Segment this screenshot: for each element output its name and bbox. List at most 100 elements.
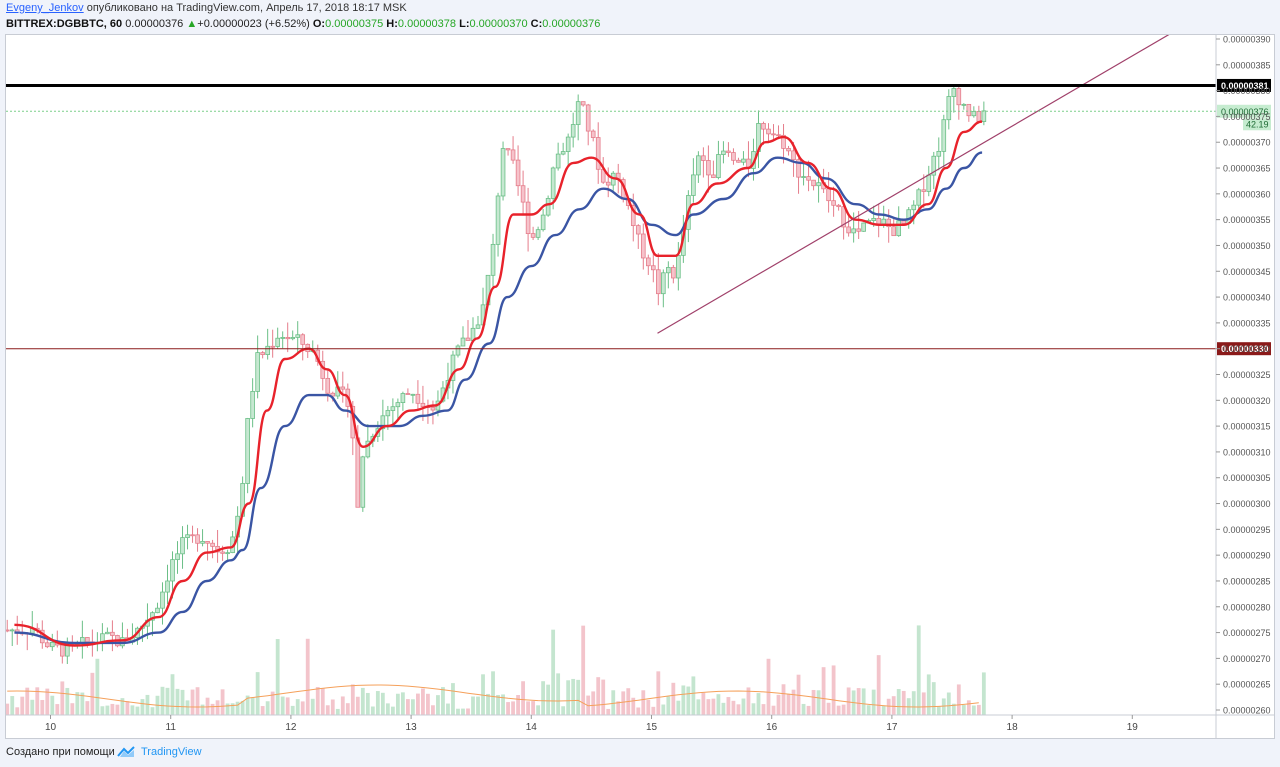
candle-body bbox=[270, 345, 275, 348]
volume-bar bbox=[811, 689, 816, 715]
candle-body bbox=[946, 96, 952, 121]
footer: Создано при помощи TradingView bbox=[0, 739, 1280, 767]
volume-bar bbox=[941, 698, 946, 715]
volume-histogram bbox=[5, 625, 986, 715]
volume-bar bbox=[501, 694, 505, 715]
volume-bar bbox=[260, 706, 265, 715]
candle-body bbox=[580, 101, 586, 106]
candle-body bbox=[245, 418, 250, 484]
candle-body bbox=[926, 174, 932, 192]
candle-body bbox=[285, 337, 290, 340]
ohlc-line: BITTREX:DGBBTC, 60 0.00000376 ▲+0.000000… bbox=[6, 18, 600, 30]
volume-bar bbox=[786, 693, 791, 715]
volume-bar bbox=[65, 687, 70, 715]
y-tick-label: 0.00000290 bbox=[1223, 551, 1271, 561]
volume-bar bbox=[390, 706, 395, 715]
candle-body bbox=[861, 222, 866, 232]
volume-bar bbox=[881, 705, 886, 715]
candle-body bbox=[676, 254, 681, 279]
volume-bar bbox=[711, 698, 716, 715]
volume-bar bbox=[476, 696, 480, 715]
volume-bar bbox=[801, 703, 806, 715]
volume-bar bbox=[661, 704, 666, 715]
candle-body bbox=[415, 393, 421, 404]
candle-body bbox=[365, 440, 371, 458]
candle-body bbox=[951, 88, 957, 97]
volume-bar bbox=[911, 691, 916, 715]
volume-bar bbox=[205, 697, 210, 715]
y-tick-label: 0.00000295 bbox=[1223, 525, 1271, 535]
volume-bar bbox=[60, 681, 65, 715]
candle-body bbox=[726, 150, 731, 153]
chart-area[interactable]: 0.00000381 0.00000376 42.19 0.00000330 0.00… bbox=[4, 6, 1275, 739]
candle-body bbox=[671, 267, 676, 279]
volume-bar bbox=[135, 706, 140, 715]
tradingview-logo-icon[interactable] bbox=[117, 744, 137, 758]
volume-bar bbox=[426, 693, 430, 715]
volume-bar bbox=[5, 703, 10, 715]
volume-bar bbox=[966, 700, 971, 715]
volume-bar bbox=[871, 689, 876, 715]
footer-brand-link[interactable]: TradingView bbox=[141, 746, 202, 758]
candle-body bbox=[105, 631, 110, 635]
volume-bar bbox=[90, 672, 95, 715]
volume-bar bbox=[866, 705, 871, 715]
candle-body bbox=[635, 225, 641, 235]
x-tick-label: 14 bbox=[526, 722, 538, 733]
last-price: 0.00000376 bbox=[125, 18, 184, 30]
candle-body bbox=[530, 233, 536, 238]
candle-body bbox=[210, 542, 215, 547]
volume-bar bbox=[856, 688, 861, 715]
volume-bar bbox=[75, 692, 80, 715]
volume-bar bbox=[115, 704, 120, 715]
volume-bar bbox=[10, 696, 15, 715]
volume-bar bbox=[741, 698, 746, 715]
candle-body bbox=[550, 167, 556, 199]
volume-bar bbox=[486, 693, 490, 715]
x-tick-label: 10 bbox=[45, 722, 57, 733]
volume-bar bbox=[646, 699, 651, 715]
volume-bar bbox=[891, 696, 896, 715]
symbol-label[interactable]: BITTREX:DGBBTC, 60 bbox=[6, 18, 123, 30]
volume-bar bbox=[190, 689, 195, 715]
volume-bar bbox=[461, 708, 465, 715]
high-value: 0.00000378 bbox=[397, 18, 457, 30]
candle-body bbox=[585, 104, 591, 132]
candle-body bbox=[605, 181, 611, 186]
volume-bar bbox=[631, 697, 636, 715]
volume-bar bbox=[721, 702, 726, 715]
candle-body bbox=[565, 136, 571, 152]
volume-bar bbox=[30, 699, 35, 715]
candle-body bbox=[766, 128, 771, 135]
candle-body bbox=[400, 393, 406, 403]
open-label: O: bbox=[312, 18, 326, 30]
volume-bar bbox=[400, 692, 405, 715]
volume-bar bbox=[305, 638, 310, 715]
close-label: C: bbox=[530, 18, 543, 30]
volume-bar bbox=[125, 701, 130, 715]
volume-bar bbox=[706, 699, 711, 715]
candle-body bbox=[185, 534, 190, 538]
volume-bar bbox=[566, 680, 571, 715]
candle-body bbox=[826, 188, 831, 202]
candle-body bbox=[896, 220, 902, 237]
volume-bar bbox=[295, 699, 300, 715]
candle-body bbox=[640, 233, 646, 259]
price-chart[interactable]: 0.00000381 0.00000376 42.19 0.00000330 0.00… bbox=[4, 6, 1274, 738]
volume-bar bbox=[431, 705, 435, 715]
volume-bar bbox=[976, 704, 981, 715]
candle-body bbox=[931, 155, 937, 176]
candle-body bbox=[525, 201, 531, 235]
volume-bar bbox=[571, 678, 576, 715]
volume-bar bbox=[771, 705, 776, 715]
author-link[interactable]: Evgeny_Jenkov bbox=[6, 2, 84, 14]
volume-bar bbox=[676, 700, 681, 715]
candle-body bbox=[165, 580, 170, 593]
y-tick-label: 0.00000275 bbox=[1223, 628, 1271, 638]
candle-body bbox=[535, 229, 541, 238]
candle-body bbox=[510, 149, 516, 161]
volume-bar bbox=[526, 701, 530, 715]
volume-bar bbox=[581, 625, 586, 715]
resistance-price-label-bg bbox=[1217, 78, 1271, 92]
volume-bar bbox=[651, 706, 656, 715]
